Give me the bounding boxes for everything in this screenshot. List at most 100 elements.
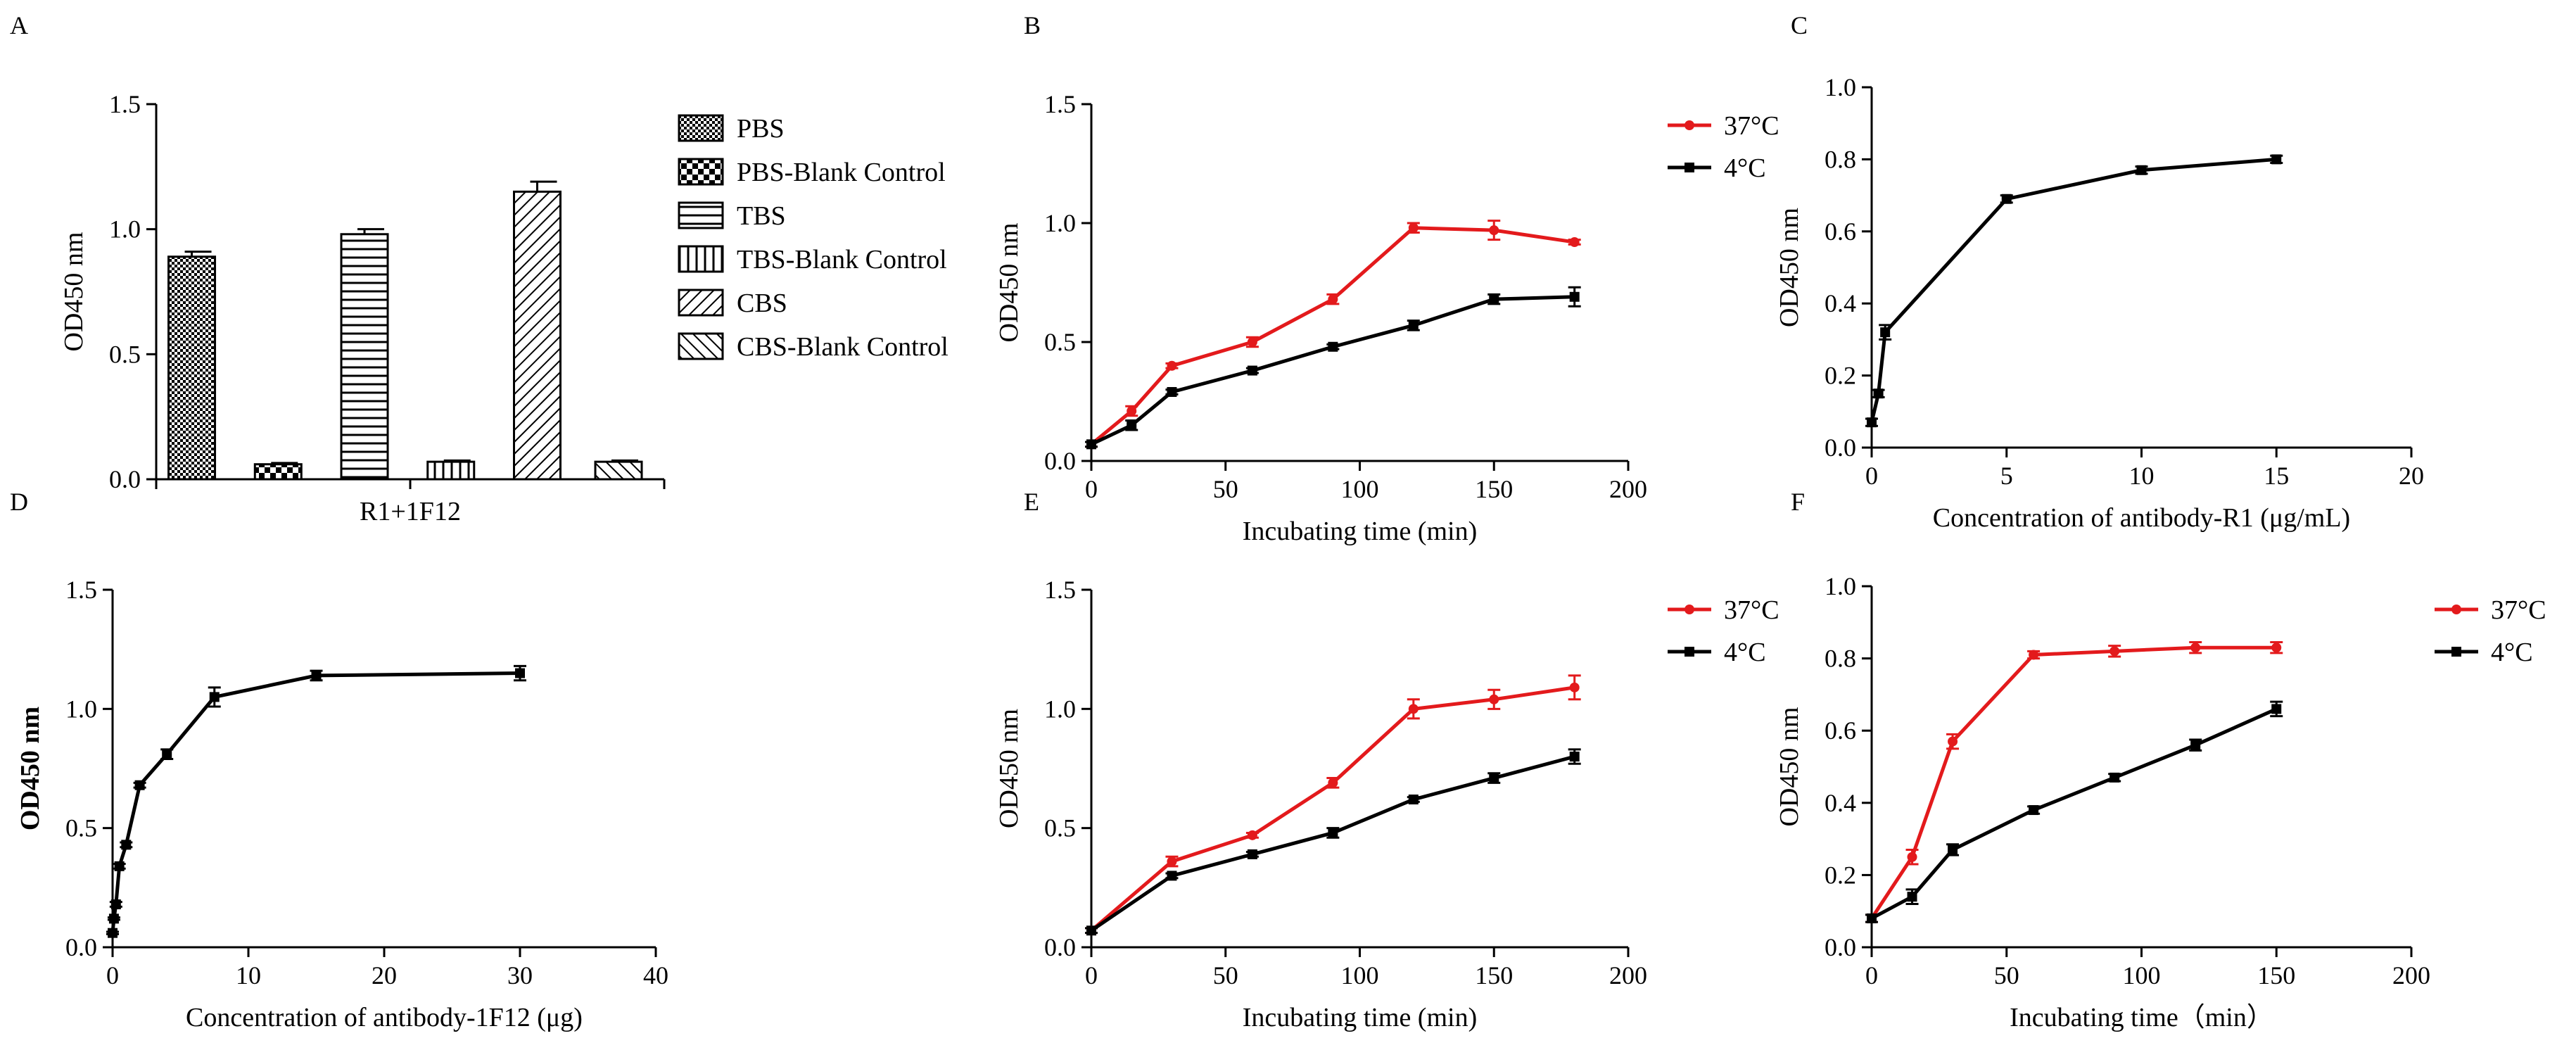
x-tick-label: 200: [2392, 961, 2430, 989]
series-black: [1085, 286, 1581, 450]
series-black: [1865, 700, 2283, 923]
x-axis-label: Incubating time (min): [1243, 1003, 1477, 1032]
y-tick-label: 1.0: [109, 215, 141, 243]
data-point: [2029, 805, 2039, 816]
x-tick-label: 50: [1213, 961, 1238, 989]
panel-label: F: [1791, 488, 1805, 516]
series-black: [1865, 154, 2283, 428]
y-tick-label: 0.0: [1044, 447, 1076, 475]
x-axis-label: Concentration of antibody-1F12 (μg): [186, 1003, 583, 1032]
y-tick-label: 0.5: [65, 814, 97, 842]
legend-label: 37°C: [2491, 595, 2546, 625]
legend-label: 4°C: [2491, 638, 2533, 667]
data-point: [2001, 194, 2012, 204]
x-tick-label: 200: [1609, 961, 1647, 989]
data-point: [1167, 386, 1177, 397]
data-point: [2271, 643, 2282, 653]
data-point: [162, 749, 172, 759]
legend: 37°C 4°C: [2435, 595, 2546, 667]
x-tick-label: 50: [1994, 961, 2019, 989]
panel-label: A: [10, 11, 28, 39]
data-point: [1247, 830, 1257, 840]
data-point: [121, 840, 132, 850]
y-axis-label: OD450 nm: [59, 232, 89, 352]
bar: [253, 463, 303, 481]
legend-label: TBS-Blank Control: [737, 245, 947, 274]
legend-label: 4°C: [1724, 638, 1766, 667]
bar: [340, 233, 389, 481]
data-point: [1569, 682, 1580, 692]
x-tick-label: 150: [2257, 961, 2295, 989]
series-line: [110, 671, 521, 933]
bar-pbs-blank-control: [253, 462, 303, 481]
data-point: [1569, 752, 1580, 762]
y-axis-label: OD450 nm: [1775, 707, 1804, 827]
y-tick-label: 0.0: [109, 465, 141, 493]
data-point: [2029, 650, 2039, 660]
legend-label: TBS: [737, 201, 786, 231]
legend-label: CBS: [737, 289, 787, 318]
bar-cbs: [513, 180, 561, 481]
bar-tbs: [340, 228, 389, 481]
data-point: [1907, 852, 1917, 862]
legend-label: CBS-Blank Control: [737, 332, 948, 362]
x-tick-label: 200: [1609, 475, 1647, 503]
data-point: [1948, 845, 1958, 855]
y-tick-label: 0.2: [1825, 362, 1856, 390]
data-point: [1948, 736, 1958, 747]
x-tick-label: 0: [1085, 475, 1098, 503]
data-point: [1328, 341, 1338, 352]
legend: PBS PBS-Blank Control TBS TBS-Blank Control…: [678, 114, 948, 362]
y-tick-label: 0.6: [1825, 716, 1856, 745]
data-point: [1328, 294, 1338, 305]
panel-label: D: [10, 488, 28, 516]
y-axis-label: OD450 nm: [15, 707, 45, 830]
legend-label: PBS-Blank Control: [737, 158, 946, 187]
data-point: [1167, 871, 1177, 881]
data-point: [1328, 778, 1338, 788]
data-point: [110, 899, 121, 910]
data-point: [108, 913, 119, 924]
data-point: [1086, 439, 1096, 450]
legend-marker: [2451, 647, 2461, 657]
data-point: [1569, 291, 1580, 302]
data-point: [108, 928, 118, 938]
y-tick-label: 1.5: [65, 576, 97, 604]
x-tick-label: 0: [106, 961, 119, 989]
y-tick-label: 0.6: [1825, 217, 1856, 246]
series-line: [1090, 685, 1575, 932]
x-axis-label: R1+1F12: [360, 497, 461, 526]
legend-swatch: [678, 245, 724, 273]
x-axis-label: Incubating time（min）: [2010, 1003, 2273, 1032]
y-tick-label: 0.0: [65, 933, 97, 961]
data-point: [2190, 643, 2201, 653]
legend-marker: [2451, 605, 2461, 614]
legend-swatch: [678, 114, 724, 142]
legend-label: 4°C: [1724, 153, 1766, 183]
data-point: [1489, 694, 1499, 704]
y-axis-label: OD450 nm: [1775, 208, 1804, 327]
y-tick-label: 0.2: [1825, 861, 1856, 889]
data-point: [1408, 795, 1419, 805]
y-tick-label: 1.5: [109, 90, 141, 118]
series-black: [106, 664, 526, 938]
x-tick-label: 5: [2000, 462, 2013, 490]
legend-swatch: [678, 158, 724, 186]
data-point: [1867, 417, 1877, 428]
legend-marker: [1684, 120, 1694, 130]
panel-c: C 0.0 0.2 0.4 0.6 0.8 1.0 0 5 10 15 20 OD450 nm Conce…: [1775, 11, 2424, 533]
legend-marker: [1684, 605, 1694, 614]
data-point: [1408, 320, 1419, 331]
data-point: [1086, 925, 1096, 936]
y-tick-label: 0.5: [1044, 814, 1076, 842]
y-tick-label: 0.4: [1825, 789, 1856, 817]
data-point: [1127, 406, 1137, 417]
y-tick-label: 0.8: [1825, 145, 1856, 173]
data-point: [2109, 772, 2120, 783]
data-point: [1127, 420, 1137, 431]
legend-label: 37°C: [1724, 595, 1779, 625]
x-tick-label: 100: [1341, 961, 1379, 989]
x-tick-label: 10: [236, 961, 261, 989]
y-tick-label: 1.0: [1044, 695, 1076, 723]
